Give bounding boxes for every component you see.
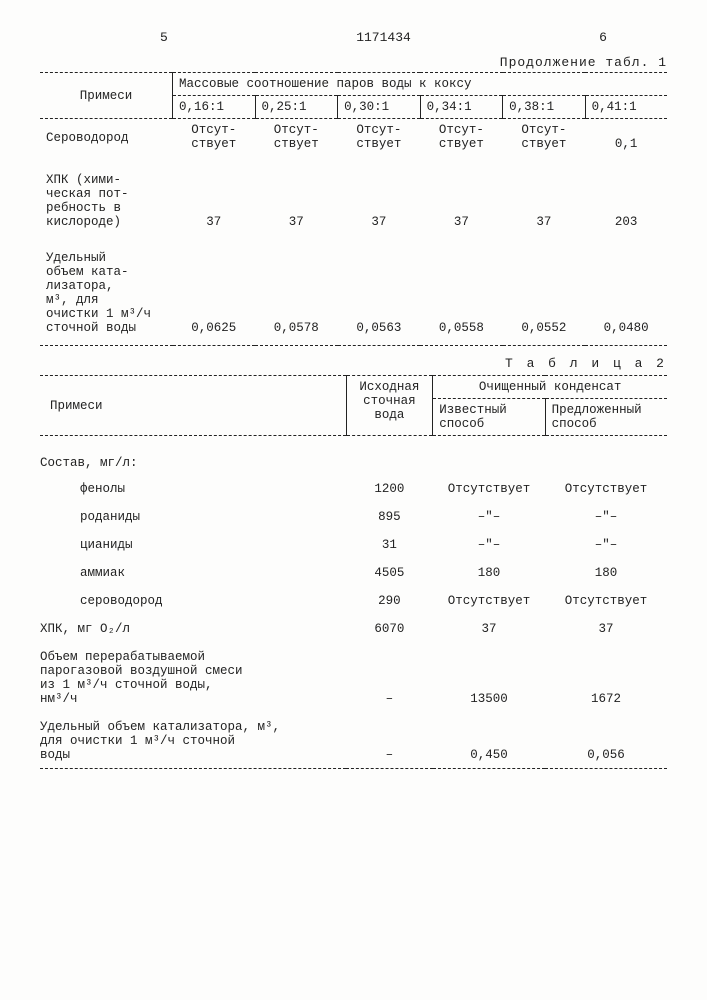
t1-row-label: ХПК (хими- ческая пот- ребность в кислор… [40, 161, 173, 239]
table-1: Примеси Массовые соотношение паров воды … [40, 72, 667, 346]
t1-cell: 0,0578 [255, 239, 338, 346]
page-left: 5 [160, 30, 168, 45]
t2-cell: –"– [433, 502, 545, 530]
t1-cell: 37 [255, 161, 338, 239]
table1-continuation: Продолжение табл. 1 [40, 55, 667, 70]
t2-cell: – [346, 712, 433, 769]
t1-cell: Отсут- ствует [173, 119, 256, 162]
t1-cell: Отсут- ствует [503, 119, 586, 162]
t2-cell: –"– [545, 530, 667, 558]
t1-ratio-col: 0,16:1 [173, 96, 256, 119]
page-right: 6 [599, 30, 607, 45]
t2-row-label: аммиак [40, 558, 346, 586]
t2-cell: Отсутствует [545, 586, 667, 614]
t1-cell: 37 [420, 161, 503, 239]
t1-cell: Отсут- ствует [420, 119, 503, 162]
t1-cell: Отсут- ствует [338, 119, 421, 162]
t2-cell: 1672 [545, 642, 667, 712]
t2-cell: 6070 [346, 614, 433, 642]
t2-cell: 37 [545, 614, 667, 642]
t1-cell: 0,0558 [420, 239, 503, 346]
t1-cell: 0,0552 [503, 239, 586, 346]
t2-row-label: фенолы [40, 474, 346, 502]
t1-ratio-header: Массовые соотношение паров воды к коксу [173, 73, 668, 96]
t1-ratio-col: 0,34:1 [420, 96, 503, 119]
t1-ratio-col: 0,30:1 [338, 96, 421, 119]
t2-row-label: Удельный объем катализатора, м³, для очи… [40, 712, 346, 769]
t2-row-label: Объем перерабатываемой парогазовой возду… [40, 642, 346, 712]
t2-cell: Отсутствует [433, 474, 545, 502]
t2-cell: 37 [433, 614, 545, 642]
t1-cell: 37 [173, 161, 256, 239]
t1-cell: Отсут- ствует [255, 119, 338, 162]
t1-cell: 0,0480 [585, 239, 667, 346]
t1-row-label: Сероводород [40, 119, 173, 162]
t1-cell: 37 [338, 161, 421, 239]
t2-cell: –"– [433, 530, 545, 558]
page-header: 5 1171434 6 [40, 30, 667, 45]
t2-cell: 0,056 [545, 712, 667, 769]
t2-cell: 13500 [433, 642, 545, 712]
t2-row-label: сероводород [40, 586, 346, 614]
t2-cell: Отсутствует [545, 474, 667, 502]
t2-cell: Отсутствует [433, 586, 545, 614]
t2-cell: 31 [346, 530, 433, 558]
t2-cell: 180 [433, 558, 545, 586]
t1-ratio-col: 0,25:1 [255, 96, 338, 119]
t2-cell: 1200 [346, 474, 433, 502]
t2-cell: –"– [545, 502, 667, 530]
t1-ratio-col: 0,41:1 [585, 96, 667, 119]
t1-cell: 203 [585, 161, 667, 239]
t2-cell: 4505 [346, 558, 433, 586]
t2-row-label: цианиды [40, 530, 346, 558]
t2-cell: 0,450 [433, 712, 545, 769]
t2-row-label: роданиды [40, 502, 346, 530]
t2-section: Состав, мг/л: [40, 452, 667, 474]
t1-row-label: Удельный объем ката- лизатора, м³, для о… [40, 239, 173, 346]
t1-cell: 0,0625 [173, 239, 256, 346]
t1-ratio-col: 0,38:1 [503, 96, 586, 119]
t2-row-label: ХПК, мг O₂/л [40, 614, 346, 642]
t2-col-cleaned: Очищенный конденсат [433, 376, 667, 399]
t2-cell: – [346, 642, 433, 712]
t1-cell: 0,0563 [338, 239, 421, 346]
t1-cell: 37 [503, 161, 586, 239]
t2-col-proposed: Предложенный способ [545, 399, 667, 436]
t2-col-source: Исходная сточная вода [346, 376, 433, 436]
t2-cell: 290 [346, 586, 433, 614]
table-2: Примеси Исходная сточная вода Очищенный … [40, 375, 667, 769]
table2-title: Т а б л и ц а 2 [40, 356, 667, 371]
t2-col-known: Известный способ [433, 399, 545, 436]
t1-cell: 0,1 [585, 119, 667, 162]
t2-cell: 180 [545, 558, 667, 586]
t1-col-primesi: Примеси [40, 73, 173, 119]
t2-col-primesi: Примеси [40, 376, 346, 436]
t2-cell: 895 [346, 502, 433, 530]
doc-number: 1171434 [356, 30, 411, 45]
